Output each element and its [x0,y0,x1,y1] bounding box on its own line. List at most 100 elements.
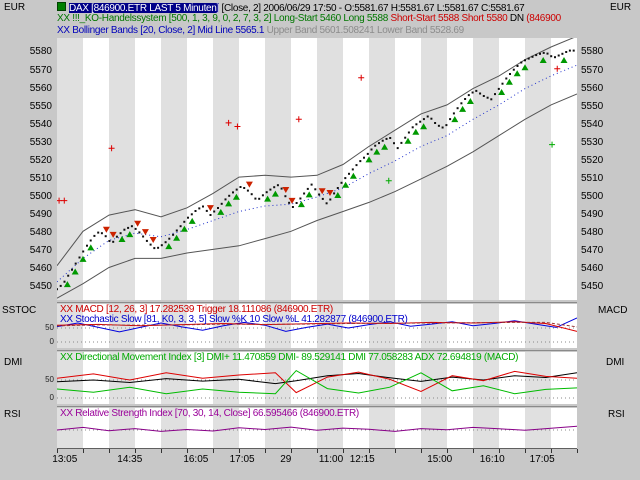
bollinger-bands-legend[interactable]: XX Bollinger Bands [20, Close, 2] Mid Li… [57,25,603,36]
time-tick-mark [239,449,240,453]
price-tick-label: 5530 [581,136,604,148]
time-tick-mark [499,449,500,453]
time-tick-mark [343,449,344,453]
header-segment: [Close, 2] 2006/06/29 17:50 - O:5581.67 … [219,3,525,13]
price-tick-label: 5510 [581,172,604,184]
price-tick-label: 5500 [581,191,604,202]
series-line-dmi-plus [57,369,577,395]
right-dmi-label: DMI [606,357,625,368]
time-tick-mark [577,449,578,453]
time-tick-mark [421,449,422,453]
price-tick-label: 5480 [581,227,604,239]
buy-signal-markers [63,57,568,288]
time-tick-mark [135,449,136,453]
time-tick-label: 11:00 [318,454,344,465]
header-segment: DAX [846900.ETR LAST 5 Minuten] [69,3,220,13]
rsi-indicator-label[interactable]: XX Relative Strength Index [70, 30, 14, … [60,408,359,419]
right-macd-label: MACD [598,305,628,316]
series-line-macd-trigger [57,321,577,328]
time-tick-label: 16:05 [183,454,209,465]
price-tick-label: 5530 [29,136,52,148]
time-tick-mark [473,449,474,453]
stop-plus-markers-red [57,65,561,204]
series-line-adx [57,372,577,385]
bollinger-mid-line [57,64,577,283]
price-tick-label: 5480 [29,227,52,239]
macd-indicator-label[interactable]: XX MACD [12, 26, 3] 17.282539 Trigger 18… [60,304,333,315]
price-tick-label: 5520 [29,154,52,166]
series-line-dmi-minus [57,370,577,394]
price-tick-label: 5560 [29,82,52,94]
price-tick-label: 5470 [581,245,604,257]
price-chart-panel[interactable] [57,38,577,300]
time-axis-line [57,448,577,449]
right-currency-label: EUR [610,2,632,13]
price-tick-label: 5540 [581,118,604,130]
time-tick-mark [109,449,110,453]
time-tick-label: 29 [280,454,292,465]
time-tick-label: 15:00 [427,454,453,465]
time-tick-mark [369,449,370,453]
bollinger-lower-line [57,93,577,299]
price-tick-label: 5460 [29,263,52,275]
price-tick-label: 5570 [581,64,604,76]
time-tick-label: 16:10 [479,454,505,465]
dmi-svg [57,369,577,399]
left-rsi-label: RSI [4,409,21,420]
chart-title-legend[interactable]: DAX [846900.ETR LAST 5 Minuten] [Close, … [57,2,603,13]
price-tick-label: 5580 [581,46,604,58]
time-tick-label: 17:05 [229,454,255,465]
time-tick-label: 13:05 [52,454,78,465]
ko-system-legend[interactable]: XX !!!_KO-Handelssystem [500, 1, 3, 9, 0… [57,13,603,24]
stochastic-macd-svg [57,317,577,343]
price-tick-label: 5550 [581,100,604,112]
stochastic-indicator-label[interactable]: XX Stochastic Slow [81, K0, 3, 3, 5] Slo… [60,314,408,325]
indicator-tick-label: 0 [49,337,54,346]
rsi-svg [57,425,577,432]
sell-signal-markers [102,181,334,243]
time-tick-mark [317,449,318,453]
header-segment: Short-Start 5588 Short 5580 [390,13,510,24]
price-tick-label: 5460 [581,263,604,275]
time-tick-mark [395,449,396,453]
time-tick-mark [83,449,84,453]
dmi-indicator-label[interactable]: XX Directional Movement Index [3] DMI+ 1… [60,352,519,363]
bollinger-upper-line [57,38,574,267]
time-tick-mark [187,449,188,453]
indicator-tick-label: 50 [45,375,54,384]
price-tick-label: 5490 [581,209,604,221]
price-tick-label: 5470 [29,245,52,257]
header-segment: (846900 [526,13,561,24]
price-chart-svg [57,38,577,299]
rsi-panel[interactable]: XX Relative Strength Index [70, 30, 14, … [57,408,577,448]
price-tick-label: 5510 [29,172,52,184]
price-tick-label: 5540 [29,118,52,130]
price-tick-label: 5570 [29,64,52,76]
price-tick-label: 5550 [29,100,52,112]
header-segment: XX Bollinger Bands [20, Close, 2] Mid Li… [57,25,267,36]
right-rsi-label: RSI [608,409,625,420]
price-tick-label: 5450 [29,281,52,293]
panel-separator [57,350,577,351]
indicator-tick-label: 0 [49,393,54,402]
panel-separator [57,406,577,407]
price-tick-label: 5500 [29,191,52,202]
header-segment: DN [509,13,527,24]
series-line-rsi [57,425,577,432]
price-tick-label: 5580 [29,46,52,58]
time-tick-mark [213,449,214,453]
stochastic-macd-panel[interactable]: XX MACD [12, 26, 3] 17.282539 Trigger 18… [57,304,577,348]
price-tick-label: 5560 [581,82,604,94]
time-tick-label: 12:15 [349,454,375,465]
time-tick-mark [447,449,448,453]
stop-plus-markers-green [385,141,556,184]
price-dots [57,49,575,291]
series-line-slow-stochastic [57,317,577,333]
left-sstoc-label: SSTOC [2,305,37,316]
header-segment: Upper Band 5601.508241 Lower Band 5528.6… [266,25,465,36]
time-tick-mark [161,449,162,453]
time-tick-mark [57,449,58,453]
dmi-panel[interactable]: XX Directional Movement Index [3] DMI+ 1… [57,352,577,404]
left-dmi-label: DMI [4,357,23,368]
